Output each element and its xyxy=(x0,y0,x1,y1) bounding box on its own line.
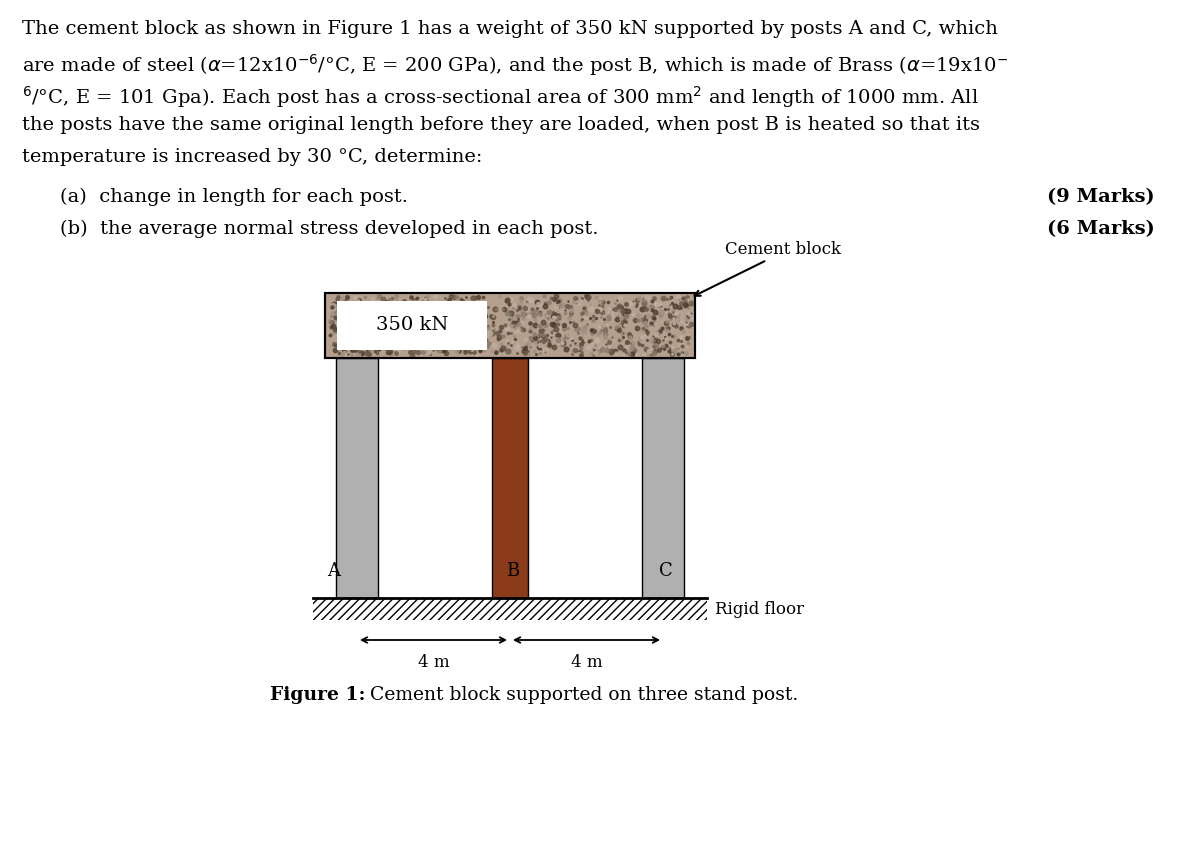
Text: the posts have the same original length before they are loaded, when post B is h: the posts have the same original length … xyxy=(22,116,980,134)
Text: The cement block as shown in Figure 1 has a weight of 350 kN supported by posts : The cement block as shown in Figure 1 ha… xyxy=(22,20,998,38)
Text: (a)  change in length for each post.: (a) change in length for each post. xyxy=(60,188,407,206)
Text: 4 m: 4 m xyxy=(418,654,449,671)
Text: temperature is increased by 30 °C, determine:: temperature is increased by 30 °C, deter… xyxy=(22,148,482,166)
Text: $^{6}$/°C, E = 101 Gpa). Each post has a cross-sectional area of 300 mm$^{2}$ an: $^{6}$/°C, E = 101 Gpa). Each post has a… xyxy=(22,84,979,110)
Text: Rigid floor: Rigid floor xyxy=(715,601,804,618)
Text: (9 Marks): (9 Marks) xyxy=(1048,188,1155,206)
Text: 4 m: 4 m xyxy=(570,654,602,671)
Text: 350 kN: 350 kN xyxy=(376,317,448,335)
Bar xyxy=(642,358,684,598)
Text: are made of steel ($\alpha$=12x10$^{-6}$/°C, E = 200 GPa), and the post B, which: are made of steel ($\alpha$=12x10$^{-6}$… xyxy=(22,52,1009,78)
Bar xyxy=(337,301,487,350)
Text: (b)  the average normal stress developed in each post.: (b) the average normal stress developed … xyxy=(60,220,599,238)
Bar xyxy=(325,293,694,358)
Bar xyxy=(492,358,528,598)
Bar xyxy=(313,598,707,620)
Text: (6 Marks): (6 Marks) xyxy=(1048,220,1155,238)
Text: C: C xyxy=(659,562,673,580)
Text: A: A xyxy=(327,562,340,580)
Text: B: B xyxy=(505,562,520,580)
Text: Cement block: Cement block xyxy=(725,241,841,258)
Bar xyxy=(325,293,694,358)
Text: Cement block supported on three stand post.: Cement block supported on three stand po… xyxy=(370,686,798,704)
Text: Figure 1:: Figure 1: xyxy=(270,686,365,704)
Bar xyxy=(337,358,378,598)
